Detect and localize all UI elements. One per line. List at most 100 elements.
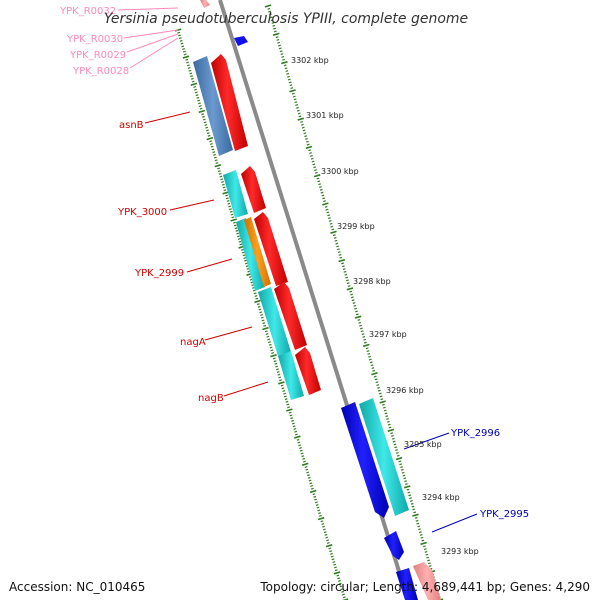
inner-row-tick xyxy=(347,285,351,287)
label-YPK_2999[interactable]: YPK_2999 xyxy=(134,268,184,279)
outer-row-tick xyxy=(202,115,205,118)
label-YPK_R0032[interactable]: YPK_R0032 xyxy=(59,6,116,17)
gene-asnB-cds[interactable] xyxy=(211,54,248,151)
outer-row-tick xyxy=(287,406,290,409)
inner-row-tick xyxy=(296,106,299,109)
inner-row-tick xyxy=(413,511,417,514)
rna-gene-small[interactable] xyxy=(234,36,248,46)
rna-gene-YPK_R0032[interactable] xyxy=(200,0,210,8)
label-YPK_3000[interactable]: YPK_3000 xyxy=(117,207,167,218)
inner-row-tick xyxy=(396,452,399,454)
gene-nagA-cyan[interactable] xyxy=(258,287,291,356)
outer-row-tick xyxy=(234,227,238,230)
inner-row-tick xyxy=(364,341,367,344)
outer-row-tick xyxy=(333,563,337,566)
inner-row-tick xyxy=(349,290,353,293)
outer-row-tick xyxy=(209,140,213,143)
inner-row-tick xyxy=(264,4,272,8)
outer-row-tick xyxy=(231,216,235,219)
inner-row-tick xyxy=(399,463,403,466)
outer-row-tick xyxy=(190,82,198,86)
outer-row-tick xyxy=(218,172,222,175)
gene-YPK_2999-orange[interactable] xyxy=(244,217,271,287)
gene-bottom-pink[interactable] xyxy=(413,562,441,600)
inner-row-tick xyxy=(346,279,349,282)
label-YPK_R0029[interactable]: YPK_R0029 xyxy=(69,50,126,61)
outer-row-tick xyxy=(332,561,336,563)
inner-row-tick xyxy=(303,132,307,135)
outer-row-tick xyxy=(317,516,325,521)
outer-row-tick xyxy=(214,159,218,162)
inner-row-tick xyxy=(312,163,316,166)
label-YPK_2996[interactable]: YPK_2996 xyxy=(450,428,500,439)
inner-row-tick xyxy=(367,353,371,355)
outer-row-tick xyxy=(314,501,318,504)
gene-YPK_3000-cyan[interactable] xyxy=(223,170,248,218)
label-nagA[interactable]: nagA xyxy=(180,337,206,348)
gene-nagB-cyan[interactable] xyxy=(278,351,304,400)
inner-row-tick xyxy=(294,101,298,104)
outer-row-tick xyxy=(241,251,245,254)
outer-row-tick xyxy=(325,536,329,539)
outer-row-tick xyxy=(279,379,282,382)
ruler-label-3294: 3294 kbp xyxy=(422,493,460,502)
gene-YPK_2999-cyan[interactable] xyxy=(236,218,265,291)
inner-row-tick xyxy=(428,565,432,567)
gene-bottom-blue[interactable] xyxy=(396,568,418,600)
ruler-label-3297: 3297 kbp xyxy=(369,330,407,339)
leader-YPK_R0029 xyxy=(126,33,179,53)
outer-row-tick xyxy=(280,384,284,387)
gene-YPK_2999-cds[interactable] xyxy=(254,212,288,286)
gene-YPK_2995-cds[interactable] xyxy=(384,531,404,560)
leader-nagA xyxy=(204,326,253,341)
label-nagB[interactable]: nagB xyxy=(198,393,224,404)
outer-row-tick xyxy=(317,509,321,512)
outer-row-tick xyxy=(254,295,258,297)
inner-row-tick xyxy=(384,412,388,415)
inner-row-tick xyxy=(310,157,314,160)
label-YPK_R0028[interactable]: YPK_R0028 xyxy=(72,66,129,77)
outer-row-tick xyxy=(179,39,183,42)
outer-row-tick xyxy=(182,55,190,59)
gene-YPK_3000-cds[interactable] xyxy=(241,166,266,213)
inner-row-tick xyxy=(284,67,288,70)
outer-row-tick xyxy=(265,333,269,335)
inner-row-tick xyxy=(351,299,355,302)
gene-YPK_2996-cyan[interactable] xyxy=(359,398,409,516)
inner-row-tick xyxy=(310,155,313,157)
inner-row-tick xyxy=(327,214,331,217)
outer-row-tick xyxy=(310,487,314,490)
outer-row-tick xyxy=(223,189,227,192)
inner-row-tick xyxy=(416,522,420,525)
outer-row-tick xyxy=(242,254,246,257)
gene-nagB-cds[interactable] xyxy=(295,347,321,395)
outer-row-tick xyxy=(230,213,234,216)
inner-row-tick xyxy=(311,160,315,163)
inner-row-tick xyxy=(341,265,345,268)
label-YPK_2995[interactable]: YPK_2995 xyxy=(479,509,529,520)
outer-row-tick xyxy=(264,330,268,333)
inner-row-tick xyxy=(319,188,323,191)
gene-asnB-steelblue[interactable] xyxy=(193,56,233,156)
outer-row-tick xyxy=(318,514,322,517)
label-YPK_R0030[interactable]: YPK_R0030 xyxy=(66,34,123,45)
label-asnB[interactable]: asnB xyxy=(119,120,144,131)
inner-row-tick xyxy=(418,531,422,534)
gene-nagA-cds[interactable] xyxy=(274,282,307,350)
inner-row-tick xyxy=(412,508,416,511)
inner-row-tick xyxy=(297,112,301,115)
inner-row-tick xyxy=(414,517,418,519)
inner-row-tick xyxy=(360,330,364,333)
outer-row-tick xyxy=(199,107,203,110)
inner-row-tick xyxy=(352,302,356,304)
inner-row-tick xyxy=(313,166,317,169)
inner-row-tick xyxy=(411,505,415,508)
gene-YPK_2996-cds[interactable] xyxy=(341,402,389,518)
outer-row-tick xyxy=(261,319,265,322)
inner-row-tick xyxy=(281,60,288,65)
inner-row-tick xyxy=(289,89,296,93)
outer-row-tick xyxy=(331,558,335,561)
outer-row-tick xyxy=(307,474,310,477)
inner-row-tick xyxy=(345,276,349,279)
outer-row-tick xyxy=(318,512,321,515)
